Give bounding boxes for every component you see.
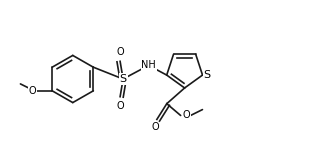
Text: O: O: [116, 47, 124, 57]
Text: O: O: [151, 122, 159, 132]
Text: O: O: [29, 86, 36, 96]
Text: S: S: [203, 70, 211, 80]
Text: O: O: [183, 110, 190, 121]
Text: O: O: [116, 101, 124, 111]
Text: S: S: [120, 74, 127, 84]
Text: NH: NH: [142, 60, 156, 70]
